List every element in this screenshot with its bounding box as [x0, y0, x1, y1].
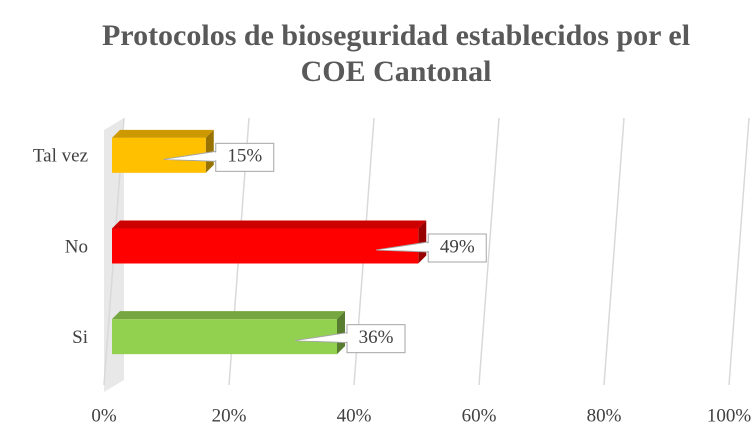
callout-joint [378, 243, 430, 251]
x-tick-label: 80% [587, 405, 622, 426]
grid-line [603, 117, 625, 386]
x-tick-label: 40% [337, 405, 372, 426]
data-label: 36% [359, 327, 394, 348]
bar-top [112, 220, 427, 229]
bar [112, 319, 337, 355]
x-tick-label: 20% [212, 405, 247, 426]
bar-top [112, 129, 214, 138]
grid-line [728, 117, 750, 386]
callout-joint [165, 152, 217, 161]
data-label: 15% [227, 146, 262, 167]
callout-box [427, 233, 487, 263]
x-tick-label: 0% [91, 405, 117, 426]
y-tick-label: Tal vez [33, 146, 88, 167]
x-tick-label: 60% [462, 405, 497, 426]
data-label: 49% [440, 236, 475, 257]
callout-box [346, 324, 406, 354]
y-tick-label: No [65, 236, 88, 257]
bar-side [337, 311, 345, 355]
bar-side [205, 129, 214, 173]
bar-top [112, 311, 345, 320]
y-tick-label: Si [72, 327, 88, 348]
bar-side [418, 220, 427, 264]
bar [112, 228, 419, 264]
x-tick-label: 100% [707, 405, 752, 426]
callout-joint [297, 333, 348, 342]
grid-line [478, 117, 500, 386]
chart-title: Protocolos de bioseguridad establecidos … [101, 19, 691, 88]
